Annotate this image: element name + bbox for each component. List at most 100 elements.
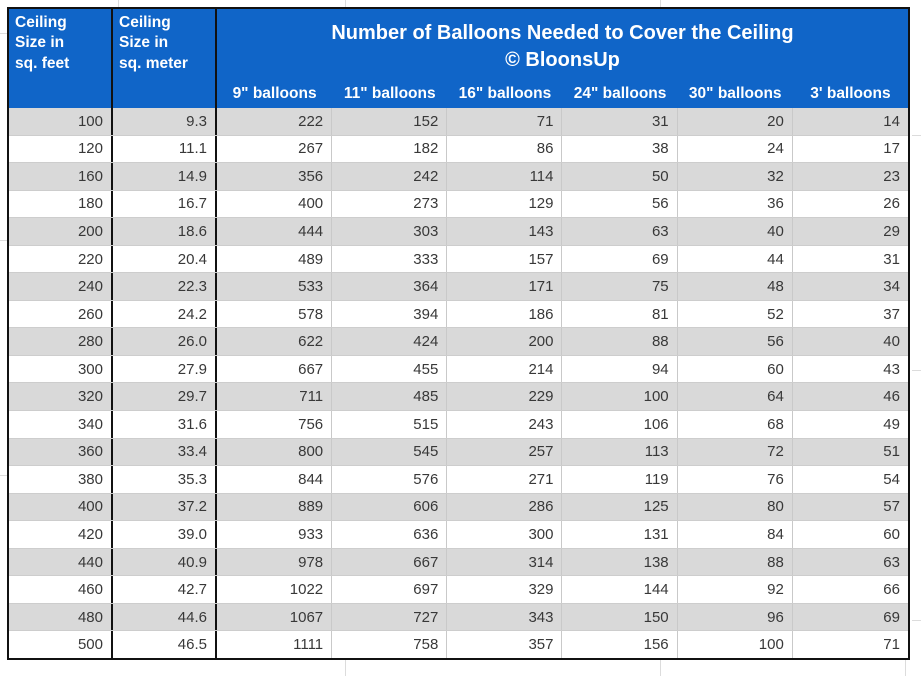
cell-30in-balloons: 72 [678,438,793,466]
table-title-cell: Number of Balloons Needed to Cover the C… [217,9,908,82]
cell-sqft: 240 [9,273,113,300]
cell-24in-balloons: 94 [562,355,678,383]
cell-sqft: 500 [9,631,113,658]
cell-sqft: 360 [9,438,113,466]
cell-3ft-balloons: 14 [883,112,900,130]
table-header: Ceiling Size in sq. feet Ceiling Size in… [9,9,908,108]
cell-30in-balloons: 32 [678,163,793,190]
cell-16in-balloons: 214 [447,355,563,383]
cell-sqm: 18.6 [113,218,217,245]
cell-11in-balloons: 364 [332,273,448,300]
table-row: 220 20.4 489 333 157 69 44 31 [9,245,908,274]
cell-30in-balloons: 24 [678,135,793,163]
cell-9in-balloons: 933 [217,521,333,548]
cell-3ft-balloons: 71 [883,636,900,654]
table-body: 100 9.3 222 152 71 31 20 14 120 11.1 267… [9,108,908,658]
corner-header-sqft: Ceiling Size in sq. feet [9,9,113,108]
cell-sqft: 280 [9,328,113,355]
cell-9in-balloons: 267 [217,135,333,163]
cell-16in-balloons: 114 [447,163,563,190]
balloon-coverage-table: Ceiling Size in sq. feet Ceiling Size in… [7,7,910,660]
cell-11in-balloons: 455 [332,355,448,383]
cell-11in-balloons: 303 [332,218,448,245]
cell-9in-balloons: 1067 [217,603,333,631]
cell-30in-balloons: 56 [678,328,793,355]
cell-sqft: 100 [9,108,113,135]
sheet-gridline [912,620,921,621]
cell-sqm: 29.7 [113,383,217,411]
cell-3ft-balloons: 60 [883,525,900,543]
cell-9in-balloons: 489 [217,245,333,273]
cell-sqft: 300 [9,355,113,383]
cell-30in-balloons: 88 [678,548,793,576]
table-row: 160 14.9 356 242 114 50 32 23 [9,163,908,191]
cell-11in-balloons: 242 [332,163,448,190]
cell-16in-balloons: 357 [447,631,563,658]
cell-24in-balloons: 125 [562,493,678,521]
cell-3ft-balloons: 69 [883,608,900,626]
cell-11in-balloons: 394 [332,300,448,328]
cell-30in-balloons: 20 [678,108,793,135]
cell-30in-balloons: 100 [678,631,793,658]
cell-16in-balloons: 257 [447,438,563,466]
cell-9in-balloons: 400 [217,190,333,218]
column-header-30in: 30" balloons [688,84,782,102]
sheet-gridline [345,660,346,676]
cell-3ft-balloons: 31 [883,250,900,268]
column-header-9in: 9" balloons [232,84,317,102]
sheet-gridline [905,660,906,676]
cell-sqm: 46.5 [113,631,217,658]
cell-24in-balloons: 56 [562,190,678,218]
cell-30in-balloons: 48 [678,273,793,300]
cell-sqm: 40.9 [113,548,217,576]
cell-30in-balloons: 68 [678,411,793,438]
cell-sqft: 180 [9,190,113,218]
cell-sqm: 44.6 [113,603,217,631]
cell-11in-balloons: 606 [332,493,448,521]
cell-sqft: 120 [9,135,113,163]
table-row: 480 44.6 1067 727 343 150 96 69 [9,603,908,632]
cell-9in-balloons: 622 [217,328,333,355]
cell-16in-balloons: 157 [447,245,563,273]
cell-11in-balloons: 758 [332,631,448,658]
cell-sqm: 27.9 [113,355,217,383]
cell-11in-balloons: 152 [332,108,448,135]
cell-30in-balloons: 60 [678,355,793,383]
table-row: 320 29.7 711 485 229 100 64 46 [9,383,908,412]
cell-9in-balloons: 533 [217,273,333,300]
cell-3ft-balloons: 46 [883,388,900,406]
cell-sqft: 340 [9,411,113,438]
cell-11in-balloons: 515 [332,411,448,438]
cell-30in-balloons: 64 [678,383,793,411]
cell-sqft: 420 [9,521,113,548]
table-row: 360 33.4 800 545 257 113 72 51 [9,438,908,467]
cell-11in-balloons: 273 [332,190,448,218]
cell-24in-balloons: 138 [562,548,678,576]
cell-24in-balloons: 63 [562,218,678,245]
column-header-16in: 16" balloons [458,84,552,102]
cell-9in-balloons: 578 [217,300,333,328]
sheet-gridline [0,475,7,476]
cell-sqm: 37.2 [113,493,217,521]
table-row: 180 16.7 400 273 129 56 36 26 [9,190,908,219]
cell-9in-balloons: 667 [217,355,333,383]
cell-sqm: 31.6 [113,411,217,438]
cell-11in-balloons: 576 [332,466,448,493]
sheet-gridline [0,33,7,34]
sheet-gridline [660,660,661,676]
cell-sqm: 9.3 [113,108,217,135]
cell-11in-balloons: 182 [332,135,448,163]
cell-30in-balloons: 92 [678,576,793,603]
cell-9in-balloons: 222 [217,108,333,135]
cell-11in-balloons: 333 [332,245,448,273]
table-row: 260 24.2 578 394 186 81 52 37 [9,300,908,329]
cell-24in-balloons: 88 [562,328,678,355]
cell-sqm: 11.1 [113,135,217,163]
cell-sqm: 33.4 [113,438,217,466]
table-row: 100 9.3 222 152 71 31 20 14 [9,108,908,136]
cell-3ft-balloons: 29 [883,222,900,240]
cell-30in-balloons: 76 [678,466,793,493]
cell-9in-balloons: 889 [217,493,333,521]
sheet-gridline [345,0,346,7]
table-row: 440 40.9 978 667 314 138 88 63 [9,548,908,577]
